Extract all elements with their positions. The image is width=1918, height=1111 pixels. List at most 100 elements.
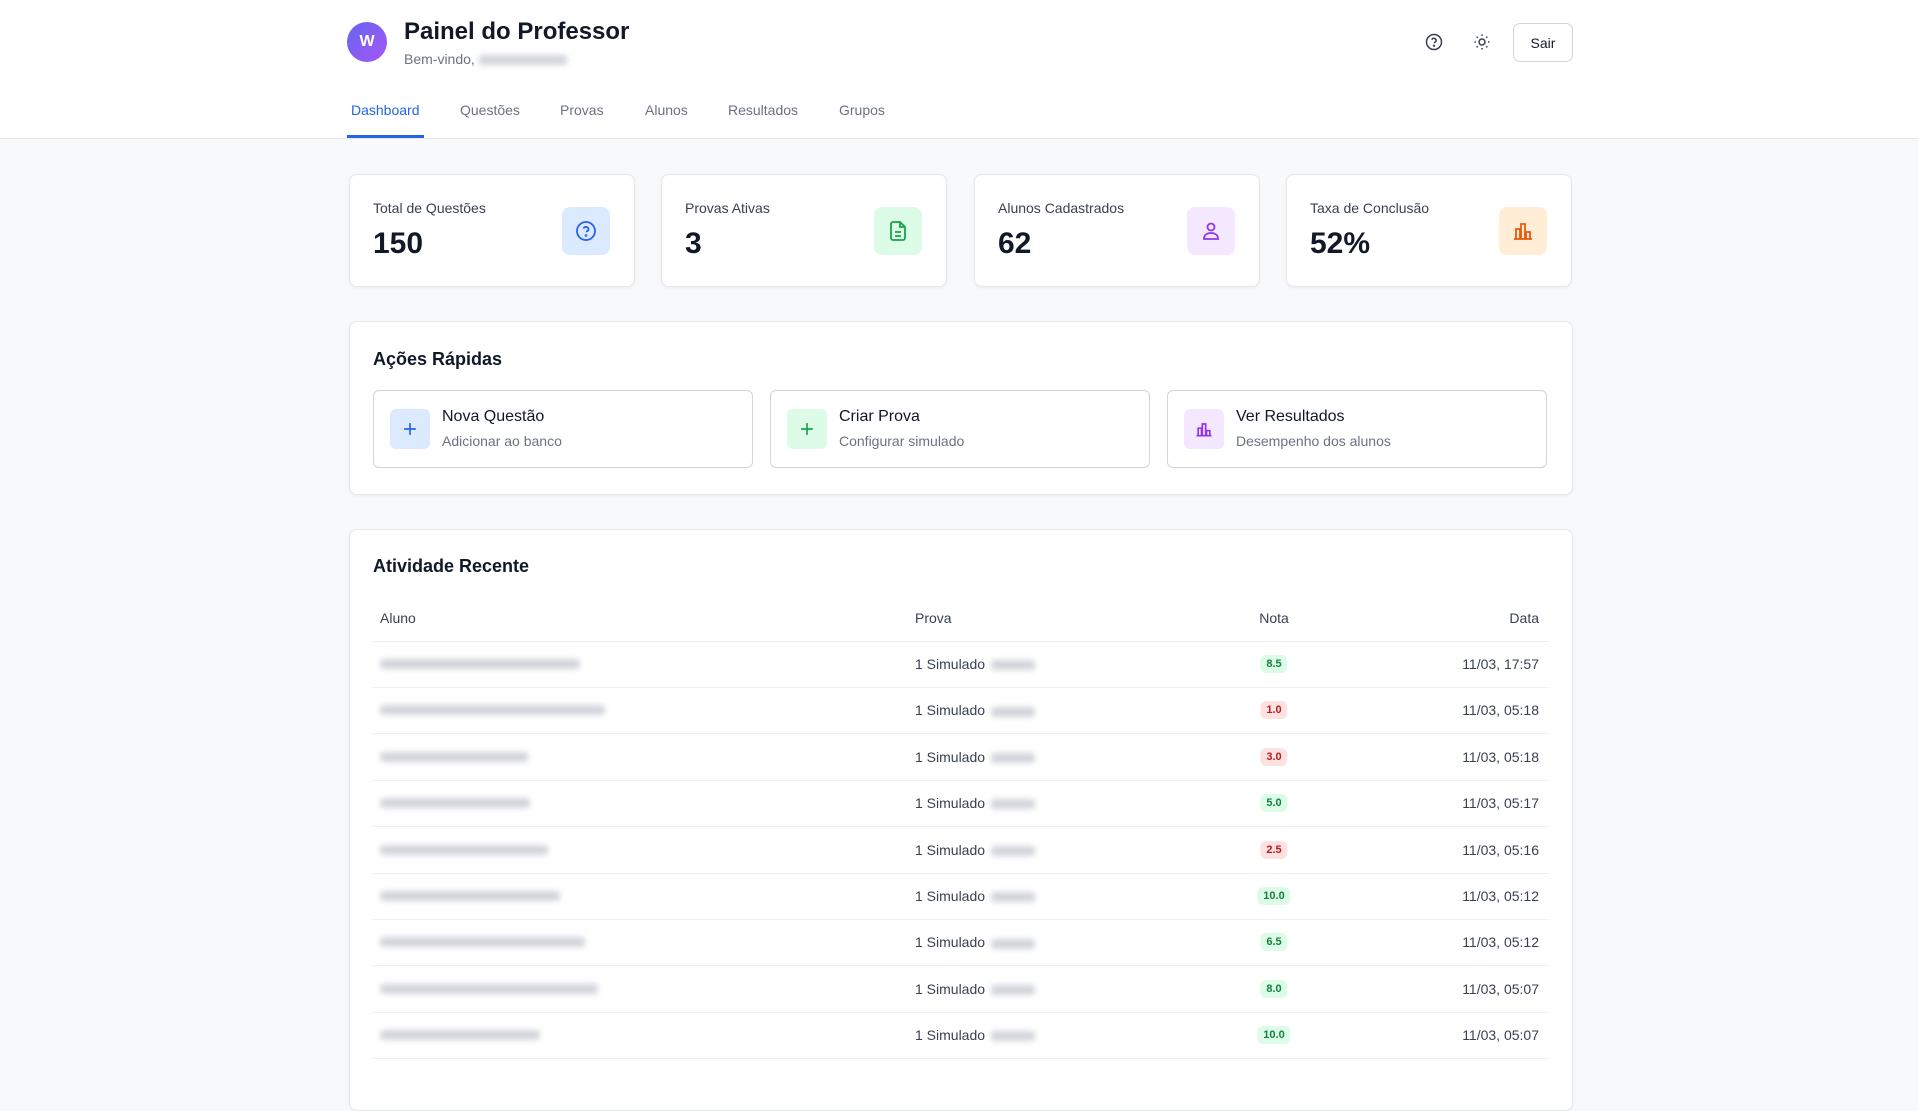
header-line: [373, 641, 1549, 642]
logout-button[interactable]: Sair: [1513, 23, 1573, 62]
grade-badge: 6.5: [1260, 933, 1288, 952]
action-icon: [1184, 409, 1224, 449]
exam-cell: 1 Simulado: [915, 981, 1036, 997]
exam-cell: 1 Simulado: [915, 748, 1036, 765]
quick-action[interactable]: Nova Questão Adicionar ao banco: [373, 390, 753, 468]
action-subtitle: Configurar simulado: [839, 433, 965, 449]
blurred-student-name: [380, 844, 548, 855]
nav-tab[interactable]: Provas: [560, 102, 604, 118]
blurred-student-name: [380, 891, 560, 901]
stat-card: Alunos Cadastrados 62: [974, 174, 1260, 287]
grade-badge: 1.0: [1260, 701, 1288, 720]
blurred-student-name: [380, 798, 530, 809]
row-line: [373, 919, 1549, 920]
column-header: Nota: [1259, 610, 1289, 626]
date-cell: 11/03, 05:12: [1462, 934, 1539, 951]
action-title: Nova Questão: [442, 408, 545, 425]
stat-label: Total de Questões: [373, 200, 486, 216]
exam-name: 1 Simulado: [915, 748, 986, 765]
stat-value: 62: [998, 227, 1032, 260]
stat-icon: [1187, 207, 1235, 255]
row-line: [373, 779, 1549, 781]
action-icon: [787, 409, 827, 449]
date-cell: 11/03, 17:57: [1462, 656, 1539, 672]
quick-action[interactable]: Ver Resultados Desempenho dos alunos: [1167, 390, 1547, 468]
blurred-student-name: [380, 751, 528, 762]
blurred-exam-detail: [991, 706, 1036, 717]
exam-name: 1 Simulado: [915, 841, 986, 858]
row-line: [373, 872, 1549, 874]
avatar: W: [347, 22, 387, 62]
exam-cell: 1 Simulado: [915, 656, 1036, 672]
nav-tab[interactable]: Dashboard: [351, 102, 420, 118]
date-cell: 11/03, 05:16: [1462, 841, 1539, 858]
grade-badge: 5.0: [1260, 794, 1288, 813]
stat-label: Provas Ativas: [685, 200, 770, 216]
blurred-student-name: [380, 659, 580, 669]
nav-tab[interactable]: Grupos: [839, 102, 885, 118]
exam-name: 1 Simulado: [915, 656, 986, 672]
top-bar: W Painel do Professor Bem-vindo, Sair Da…: [0, 0, 1918, 139]
column-header: Data: [1509, 610, 1539, 626]
action-icon: [390, 409, 430, 449]
page-title: Painel do Professor: [404, 18, 630, 45]
exam-name: 1 Simulado: [915, 702, 986, 719]
exam-name: 1 Simulado: [915, 888, 986, 904]
theme-button[interactable]: [1464, 24, 1500, 60]
greeting: Bem-vindo,: [404, 51, 567, 67]
exam-cell: 1 Simulado: [915, 841, 1036, 858]
greeting-text: Bem-vindo,: [404, 51, 475, 67]
stat-card: Taxa de Conclusão 52%: [1286, 174, 1572, 287]
blurred-exam-detail: [991, 1031, 1036, 1042]
stat-card: Provas Ativas 3: [661, 174, 947, 287]
blurred-exam-detail: [991, 845, 1036, 856]
active-tab-underline: [347, 135, 424, 138]
exam-cell: 1 Simulado: [915, 1027, 1036, 1044]
exam-cell: 1 Simulado: [915, 795, 1036, 812]
blurred-student-name: [380, 1030, 540, 1041]
grade-badge: 2.5: [1260, 840, 1288, 859]
stat-value: 150: [373, 227, 424, 260]
grade-badge: 8.5: [1260, 655, 1288, 673]
row-line: [373, 687, 1549, 688]
stat-label: Taxa de Conclusão: [1310, 200, 1430, 216]
stat-value: 52%: [1310, 227, 1371, 260]
exam-name: 1 Simulado: [915, 795, 986, 812]
row-line: [373, 733, 1549, 735]
date-cell: 11/03, 05:12: [1462, 888, 1539, 904]
exam-cell: 1 Simulado: [915, 702, 1036, 719]
exam-cell: 1 Simulado: [915, 934, 1036, 951]
nav-tab[interactable]: Questões: [460, 102, 520, 118]
blurred-exam-detail: [991, 892, 1036, 903]
row-line: [373, 1058, 1549, 1060]
action-title: Ver Resultados: [1236, 408, 1345, 425]
row-line: [373, 1011, 1549, 1013]
column-header: Prova: [915, 610, 952, 626]
blurred-student-name: [380, 983, 598, 994]
date-cell: 11/03, 05:07: [1462, 980, 1539, 997]
exam-name: 1 Simulado: [915, 1027, 986, 1044]
exam-name: 1 Simulado: [915, 934, 986, 951]
grade-badge: 10.0: [1257, 1026, 1291, 1045]
date-cell: 11/03, 05:07: [1462, 1027, 1539, 1044]
stat-icon: [1499, 207, 1547, 255]
help-button[interactable]: [1416, 24, 1452, 60]
action-title: Criar Prova: [839, 408, 920, 425]
quick-action[interactable]: Criar Prova Configurar simulado: [770, 390, 1150, 468]
row-line: [373, 965, 1549, 967]
blurred-student-name: [380, 937, 585, 948]
stat-label: Alunos Cadastrados: [998, 200, 1125, 216]
section-title: Atividade Recente: [373, 556, 530, 576]
blurred-exam-detail: [991, 985, 1036, 996]
nav-tab[interactable]: Resultados: [728, 102, 799, 118]
stat-icon: [562, 207, 610, 255]
blurred-name: [478, 55, 567, 66]
blurred-student-name: [380, 705, 605, 716]
blurred-exam-detail: [991, 799, 1036, 810]
grade-badge: 10.0: [1257, 887, 1291, 905]
grade-badge: 8.0: [1260, 979, 1288, 998]
date-cell: 11/03, 05:17: [1462, 795, 1539, 812]
stat-card: Total de Questões 150: [349, 174, 635, 287]
nav-tab[interactable]: Alunos: [645, 102, 688, 118]
